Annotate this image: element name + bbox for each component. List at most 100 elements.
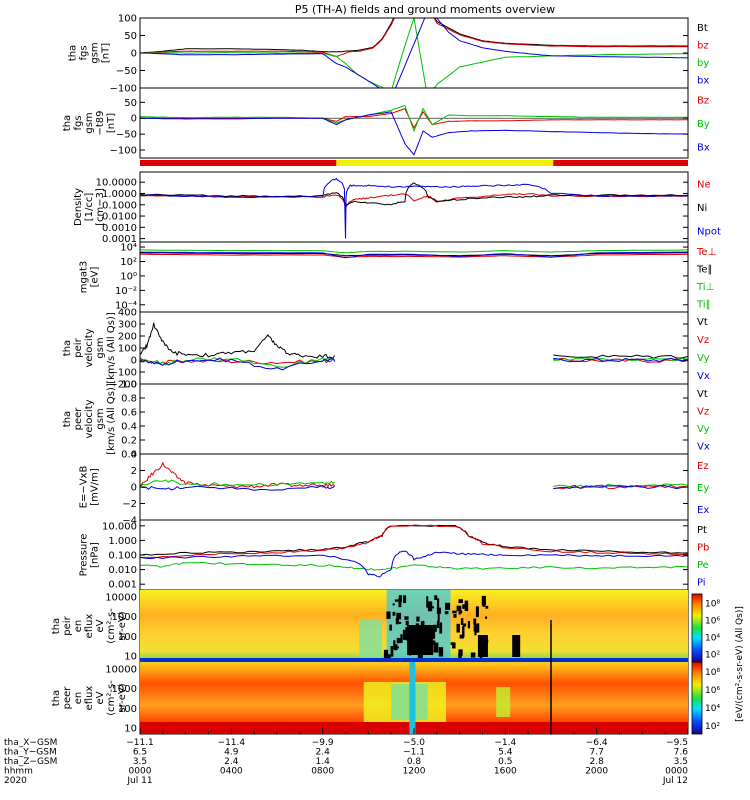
series-Te⊥: [140, 253, 688, 258]
legend-entry: Ex: [697, 505, 709, 516]
y-label-line: Density: [73, 188, 84, 226]
bottom-row-value: 2000: [585, 767, 608, 777]
colorbars-group: 10⁸ 10⁶ 10⁴ 10² 10⁸ 10⁶ 10⁴ 10² [eV/(cm²-s-sr-eV…: [691, 593, 745, 735]
series-Ey: [140, 479, 688, 489]
y-label-line: [km/s (All Qs)]: [106, 312, 117, 384]
y-tick-label: 100: [118, 344, 137, 355]
colorbar-tick-label: 10²: [705, 651, 720, 661]
panel-frame: [139, 519, 689, 591]
spectrogram-region: [359, 620, 383, 660]
y-label-line: gsm: [90, 42, 101, 63]
y-ticks: 10.000 1.000 0.100 0.010 0.001: [102, 521, 688, 591]
spectrogram-block: [512, 635, 521, 657]
bottom-axis: tha_X−GSM −11.1 −11.4 −9.9 −5.0 −1.4 −6.4 −9.5 t…: [4, 728, 689, 786]
legend: Ez Ey Ex: [697, 461, 709, 516]
y-ticks: 1.0 0.8 0.6 0.4 0.2 0.0: [121, 380, 688, 461]
y-label-line: sr-eV): [117, 611, 128, 640]
colorbar-1: 10⁸ 10⁶ 10⁴ 10²: [691, 593, 720, 663]
y-label-line: [cm−3]: [95, 188, 106, 226]
y-axis-label: Pressure [nPa]: [79, 534, 101, 577]
legend-entry: Ne: [697, 180, 711, 191]
y-ticks: 100 50 0 −50 −100: [110, 14, 688, 95]
y-label-line: fgs: [79, 45, 90, 60]
y-axis-label: tha peir en eflux eV (cm²-s-sr-eV): [51, 608, 128, 644]
spectrogram-pixel: [393, 640, 396, 649]
legend-entry: by: [697, 58, 709, 69]
bottom-row-value: 2.4: [224, 757, 239, 767]
y-label-line: gsm: [84, 112, 95, 133]
bottom-row-value: Jul 11: [126, 776, 152, 786]
y-label-line: sr-eV): [117, 683, 128, 712]
legend-entry: Pt: [697, 525, 707, 536]
y-tick-label: 0.0100: [102, 212, 137, 223]
spectrogram-pixel: [395, 617, 399, 625]
y-tick-label: 0.8: [121, 394, 137, 405]
panel-frame: [139, 311, 689, 385]
colorbar-gradient: [691, 661, 703, 735]
legend-entry: bx: [697, 75, 709, 86]
y-axis-label: tha fgs gsm [nT]: [68, 42, 112, 63]
bottom-row-value: −6.4: [586, 738, 608, 748]
bottom-row-value: 2.4: [316, 748, 331, 758]
bottom-row-label: tha_Z−GSM: [4, 757, 57, 767]
y-tick-label: 0.6: [121, 408, 137, 419]
spectrogram-pixel: [458, 649, 463, 656]
spectrogram-pixel: [434, 595, 438, 600]
legend-entry: Ni: [697, 203, 707, 214]
legend-entry: Pi: [697, 577, 706, 588]
spectrogram-pixel: [404, 616, 409, 620]
legend: Te⊥ Te∥ Ti⊥ Ti∥: [696, 247, 716, 311]
legend-entry: Npot: [697, 226, 721, 237]
spectrogram-pixel: [475, 606, 479, 618]
y-axis-label: tha peir velocity gsm [km/s (All Qs)]: [62, 312, 117, 384]
y-label-line: peer: [73, 407, 84, 431]
legend: Vt Vz Vy Vx: [697, 389, 710, 453]
legend-entry: Te∥: [696, 264, 713, 275]
series-group: [140, 461, 688, 491]
series-By: [140, 104, 688, 133]
legend-entry: Bz: [697, 96, 709, 107]
spectrogram-pixel: [470, 652, 476, 658]
y-tick-label: −200: [110, 380, 137, 391]
colorbar-tick-label: 10⁶: [705, 686, 720, 696]
spectrogram-pixel: [383, 649, 389, 660]
spectrogram-pixel: [422, 620, 425, 625]
y-label-line: fgs: [73, 115, 84, 130]
y-tick-label: 0.0001: [102, 234, 137, 245]
y-tick-label: 10000: [105, 592, 137, 603]
y-axis-label: E=−VxB [mV/m]: [79, 466, 101, 509]
y-tick-label: 2: [131, 466, 137, 477]
spectrogram-pixel: [398, 598, 402, 608]
spectrogram-pixel: [462, 604, 465, 609]
y-label-line: gsm: [95, 408, 106, 429]
y-tick-label: 1000: [112, 684, 137, 695]
legend-entry: Bx: [697, 142, 710, 153]
figure-title: P5 (TH-A) fields and ground moments over…: [295, 3, 555, 16]
y-tick-label: 10: [124, 724, 137, 735]
bottom-row-value: 2.8: [590, 757, 605, 767]
bottom-row-label: tha_Y−GSM: [4, 748, 57, 758]
panel-p6: 1.0 0.8 0.6 0.4 0.2 0.0 tha peer velocity gsm [km/…: [62, 380, 710, 461]
legend-entry: Ey: [697, 483, 709, 494]
y-tick-label: 0.100: [108, 551, 137, 562]
legend-entry: Vt: [697, 389, 708, 400]
y-tick-label: 0.010: [108, 565, 137, 576]
series-Pe: [140, 561, 688, 571]
spectrogram-p10: [140, 662, 688, 734]
colorbar-2: 10⁸ 10⁶ 10⁴ 10²: [691, 661, 720, 735]
y-tick-label: 200: [118, 332, 137, 343]
colorbar-tick-label: 10⁸: [705, 668, 720, 678]
y-tick-label: 0.001: [108, 580, 137, 591]
spectrogram-pixel: [479, 653, 483, 662]
y-axis-label: tha peer en eflux eV (cm²-s-sr-eV): [51, 680, 128, 716]
spectrograms-group: [140, 590, 688, 734]
spectrogram-pixel: [396, 637, 401, 644]
bottom-row-value: 4.9: [224, 748, 239, 758]
legend-entry: Vt: [697, 317, 708, 328]
panel-p2: 50 0 −50 −100 tha fgs gsm −t89 [nT] Bz By Bx: [62, 87, 710, 159]
y-label-line: [km/s (All Qs)]: [106, 383, 117, 455]
series-group: [140, 177, 688, 239]
